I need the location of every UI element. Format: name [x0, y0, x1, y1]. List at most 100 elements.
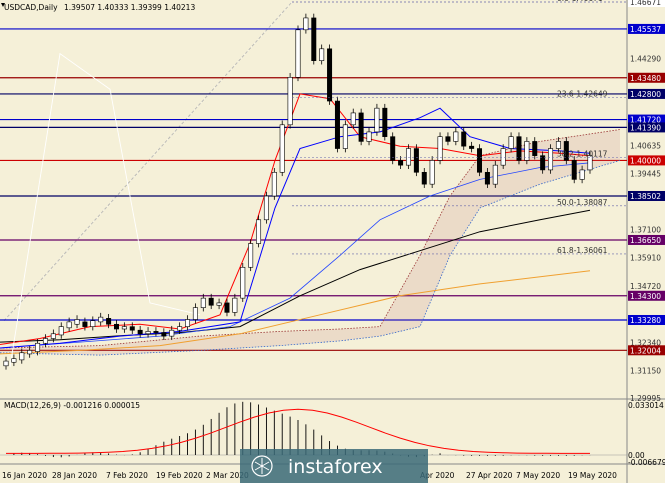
price-tick: 1.38502	[630, 192, 661, 201]
candle-body	[129, 326, 135, 331]
price-tick: 1.37100	[630, 225, 661, 234]
candle-body	[429, 160, 435, 185]
price-tag	[628, 122, 665, 133]
price-tick: 1.41390	[630, 123, 661, 132]
fib-label: 50.0-1.38087	[557, 198, 608, 207]
price-tick: 1.34300	[630, 292, 661, 301]
candle-body	[35, 342, 41, 352]
candle-body	[121, 326, 127, 330]
candle-body	[169, 329, 175, 337]
macd-signal-line	[6, 408, 590, 454]
candle-body	[579, 169, 585, 180]
candle-body	[571, 160, 577, 180]
candle-body	[279, 124, 285, 173]
price-axis: 1.46671 1.45537 1.44290 1.43480 1.42800 1.417…	[628, 0, 665, 403]
fibonacci-labels: 0.0-1.46671 23.6-1.42649 38.2-1.40117 50.0-…	[292, 0, 627, 255]
candle-body	[358, 112, 364, 142]
candle-body	[192, 307, 198, 320]
candle-body	[319, 48, 325, 61]
candle-body	[437, 136, 443, 161]
fib-label: 23.6-1.42649	[557, 90, 608, 99]
candle-body	[390, 136, 396, 161]
price-tag	[628, 234, 665, 245]
ichimoku-cloud	[0, 129, 621, 356]
candle-body	[50, 333, 56, 339]
candle-body	[327, 48, 333, 102]
ma-orange-line	[0, 270, 591, 355]
candle-body	[295, 29, 301, 78]
candle-body	[311, 17, 317, 61]
candle-body	[240, 266, 246, 299]
candle-body	[555, 141, 561, 149]
candle-body	[287, 77, 293, 126]
price-tick: 1.32004	[630, 346, 661, 355]
price-tag	[628, 155, 665, 166]
time-tick: 28 Jan 2020	[52, 471, 97, 480]
candle-body	[98, 316, 104, 323]
candle-body	[208, 297, 214, 306]
candle-body	[232, 297, 238, 313]
collapse-arrow-icon[interactable]	[1, 3, 5, 7]
candle-body	[524, 141, 530, 161]
price-tick: 1.35910	[630, 254, 661, 263]
ma-black-line	[0, 209, 591, 343]
price-tick: 1.32340	[630, 338, 661, 347]
candle-body	[421, 171, 427, 185]
candle-body	[11, 358, 17, 363]
time-tick: 7 Feb 2020	[106, 471, 148, 480]
macd-label: MACD(12,26,9) -0.001216 0.000015	[4, 401, 140, 410]
price-tag	[628, 314, 665, 325]
candle-body	[113, 323, 119, 330]
tenkan-line	[0, 93, 591, 345]
ma-blue-line	[0, 162, 591, 349]
candle-body	[484, 171, 490, 185]
time-tick: 27 Apr 2020	[466, 471, 513, 480]
cloud-fill	[0, 129, 620, 356]
candle-body	[263, 195, 269, 221]
watermark: instaforex	[240, 449, 428, 483]
price-tag	[628, 0, 665, 7]
candle-body	[508, 136, 514, 149]
candle-body	[106, 318, 112, 325]
candle-body	[398, 160, 404, 166]
candle-body	[587, 155, 593, 171]
price-tag	[628, 190, 665, 201]
time-tick: 19 May 2020	[568, 471, 617, 480]
price-tick: 1.40635	[630, 141, 661, 150]
candle-body	[563, 141, 569, 161]
price-tick: 1.43480	[630, 74, 661, 83]
candle-body	[177, 326, 183, 331]
candle-body	[200, 297, 206, 308]
candle-body	[548, 148, 554, 171]
fib-label: 38.2-1.40117	[557, 150, 608, 159]
senkou-b-line	[0, 160, 621, 356]
watermark-background	[240, 449, 428, 483]
price-tick: 1.44290	[630, 55, 661, 64]
candle-body	[248, 243, 254, 268]
price-tag	[628, 72, 665, 83]
price-tick: 1.39445	[630, 170, 661, 179]
price-tag	[628, 114, 665, 125]
candle-body	[42, 338, 48, 344]
candle-body	[374, 107, 380, 133]
price-tag	[628, 345, 665, 356]
fib-label: 0.0-1.46671	[557, 0, 603, 3]
candle-body	[58, 326, 64, 336]
price-tick: 1.34720	[630, 282, 661, 291]
candle-body	[413, 148, 419, 173]
candle-body	[27, 350, 33, 355]
candle-body	[82, 321, 88, 327]
price-tick: 1.33280	[630, 316, 661, 325]
ohlc-values: 1.39507 1.40333 1.39399 1.40213	[64, 3, 195, 12]
candle-body	[271, 171, 277, 197]
candle-body	[137, 329, 143, 335]
candle-body	[66, 321, 72, 329]
price-tick: 1.42800	[630, 90, 661, 99]
macd-max-label: 0.033014	[628, 401, 664, 410]
candle-body	[145, 331, 151, 335]
candle-body	[74, 319, 80, 325]
candle-body	[445, 136, 451, 142]
